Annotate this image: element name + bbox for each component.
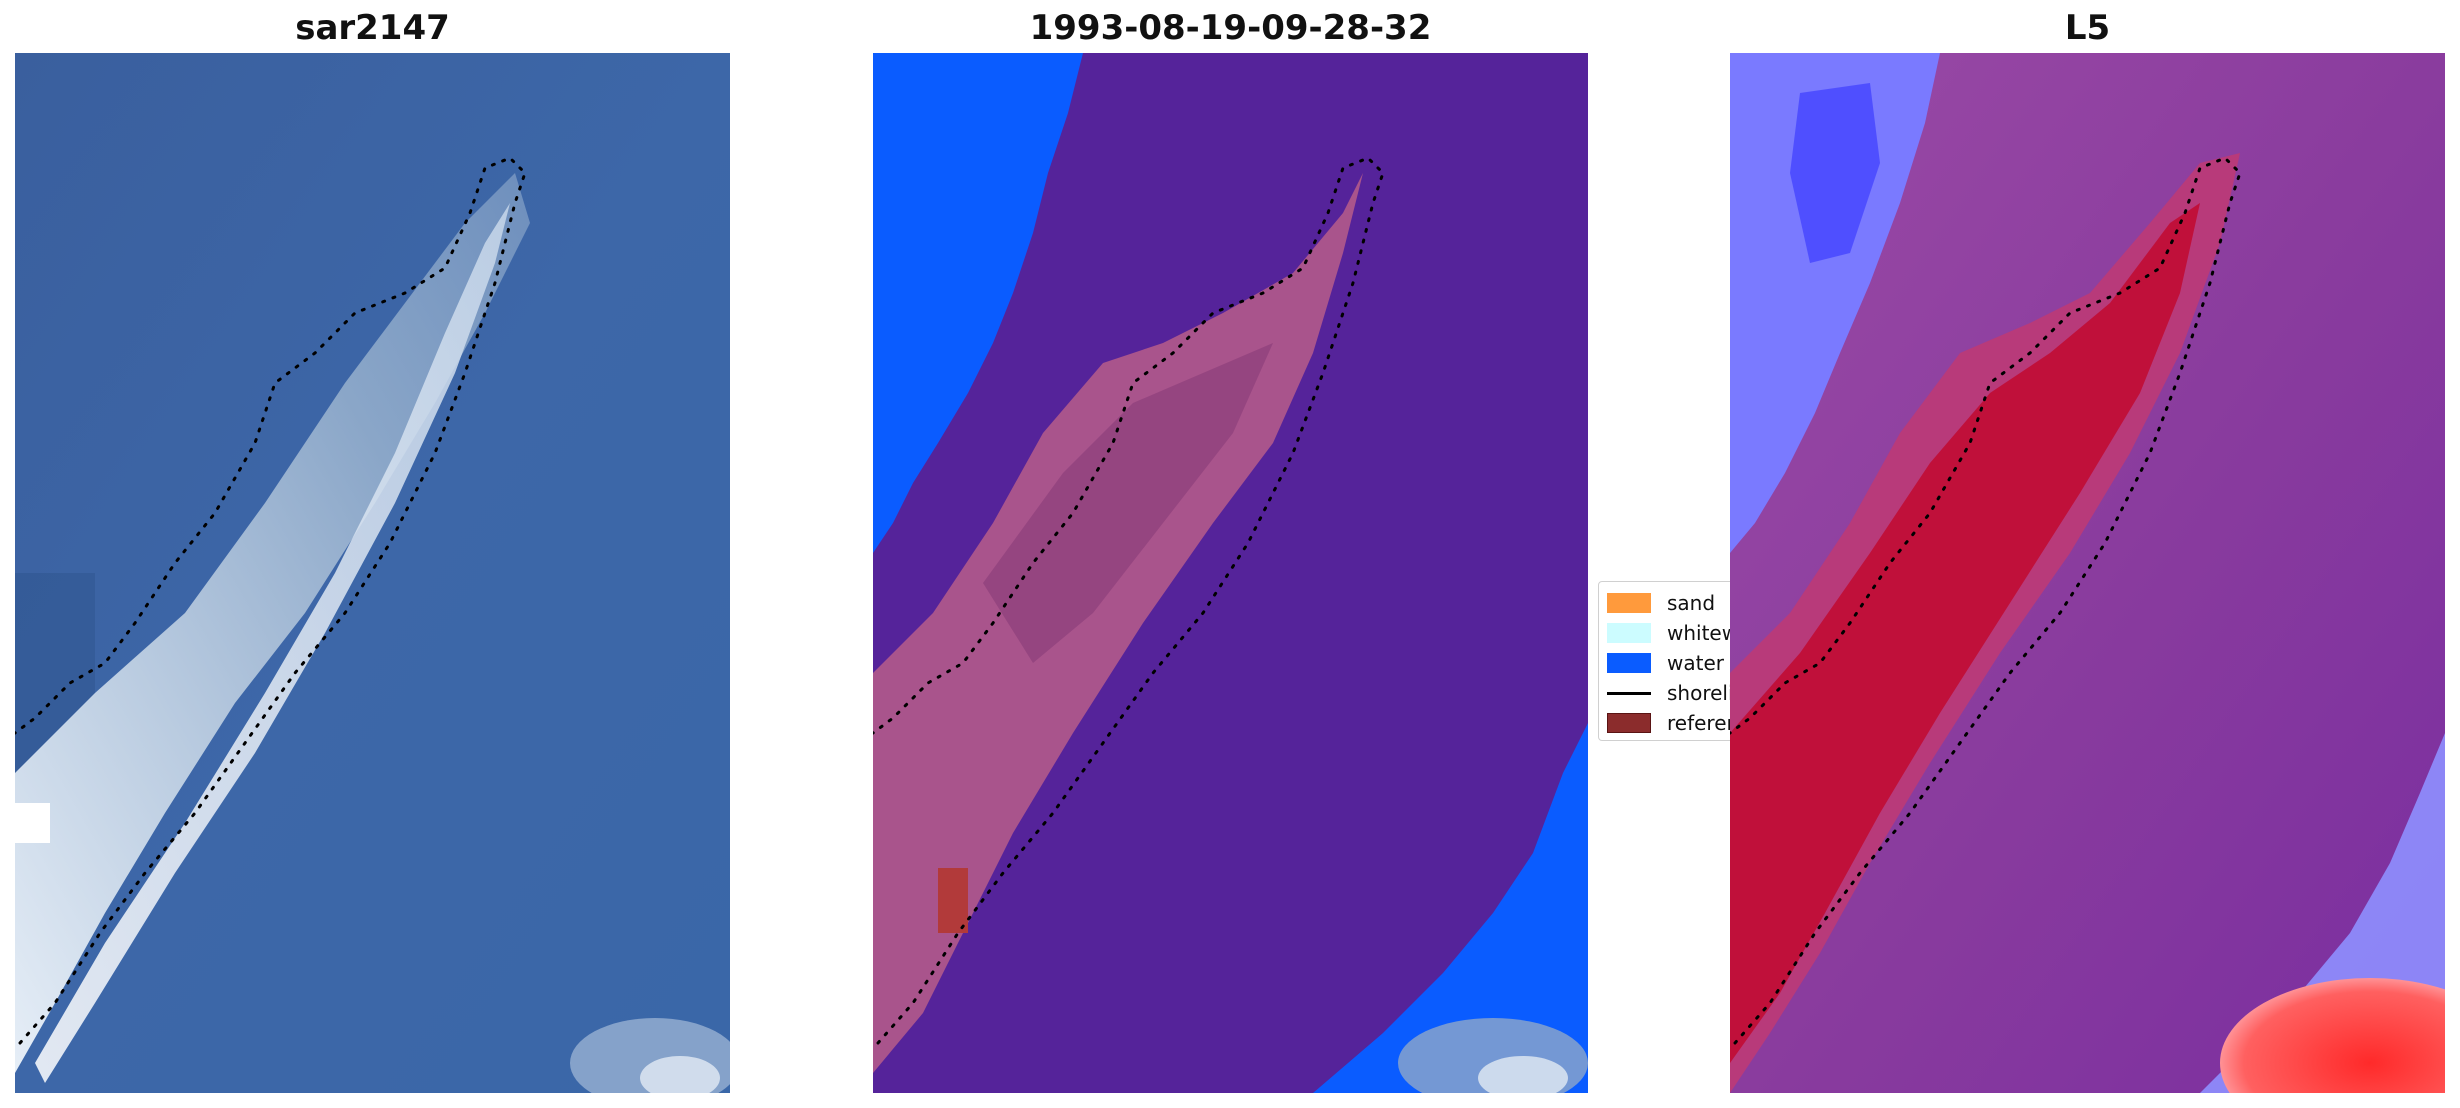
rgb-image <box>15 53 730 1093</box>
class-cloud-core <box>1478 1056 1568 1093</box>
legend-item-reference: reference <box>1607 708 1733 738</box>
legend-swatch-reference <box>1607 713 1651 733</box>
legend-label-water: water <box>1667 651 1724 675</box>
white-patch <box>15 803 50 843</box>
legend-label-shoreline: shoreline <box>1667 681 1733 705</box>
index-hot-patch <box>2220 978 2445 1093</box>
rgb-image-panel <box>15 53 730 1093</box>
class-water-upper-left <box>873 53 1083 553</box>
panel-title-index: L5 <box>2064 8 2111 48</box>
legend-item-water: water <box>1607 648 1724 678</box>
class-land-dark <box>983 343 1273 663</box>
legend-swatch-water <box>1607 653 1651 673</box>
classification-image <box>873 53 1588 1093</box>
panel-title-rgb: sar2147 <box>295 8 450 48</box>
legend-swatch-shoreline <box>1607 691 1651 695</box>
legend-item-shoreline: shoreline <box>1607 678 1733 708</box>
legend-swatch-whitewater <box>1607 623 1651 643</box>
class-reference-patch <box>938 868 968 933</box>
legend-label-reference: reference <box>1667 711 1733 735</box>
legend-item-sand: sand <box>1607 588 1715 618</box>
classification-panel <box>873 53 1588 1093</box>
land-spit <box>15 173 530 1073</box>
panel-title-classification: 1993-08-19-09-28-32 <box>1029 8 1432 48</box>
index-image <box>1730 53 2445 1093</box>
class-water-lower-right <box>1313 723 1588 1093</box>
legend-label-sand: sand <box>1667 591 1716 615</box>
index-water-upper-left <box>1730 53 1940 553</box>
cloud-core <box>640 1056 720 1093</box>
index-land-core <box>1730 203 2200 1063</box>
whitewater-edge <box>35 203 510 1083</box>
legend-swatch-sand <box>1607 593 1651 613</box>
index-water-deep <box>1790 83 1880 263</box>
index-panel <box>1730 53 2445 1093</box>
